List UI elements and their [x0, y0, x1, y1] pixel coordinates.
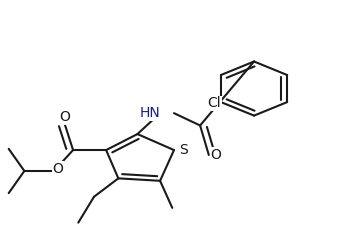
Text: O: O [59, 110, 70, 124]
Text: O: O [210, 148, 221, 162]
Text: Cl: Cl [207, 96, 221, 110]
Text: O: O [53, 162, 64, 176]
Text: S: S [179, 143, 188, 157]
Text: HN: HN [140, 106, 161, 120]
